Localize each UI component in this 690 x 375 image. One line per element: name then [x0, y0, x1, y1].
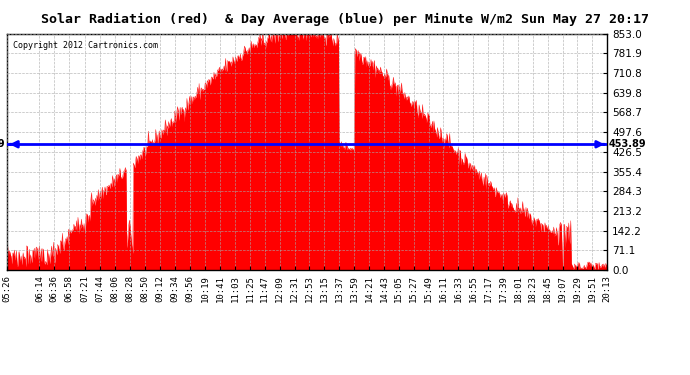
Text: Solar Radiation (red)  & Day Average (blue) per Minute W/m2 Sun May 27 20:17: Solar Radiation (red) & Day Average (blu… [41, 13, 649, 26]
Text: 453.89: 453.89 [609, 139, 646, 149]
Text: Copyright 2012 Cartronics.com: Copyright 2012 Cartronics.com [13, 41, 158, 50]
Text: 453.89: 453.89 [0, 139, 6, 149]
